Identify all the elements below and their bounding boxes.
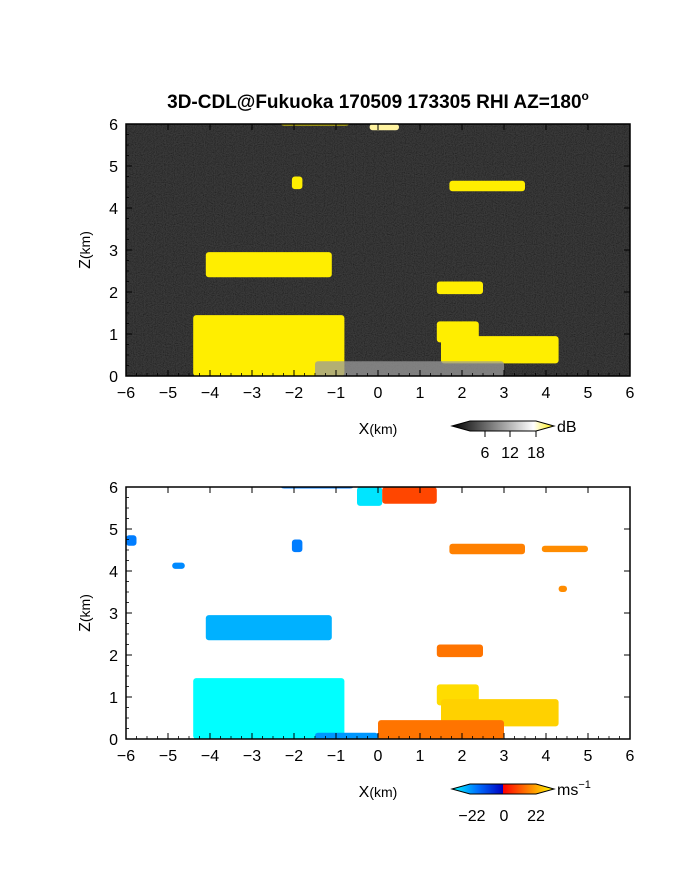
velocity-echo-surface-pos bbox=[378, 720, 504, 739]
velocity-x-label: X(km) bbox=[359, 784, 398, 801]
y-tick-label: 0 bbox=[109, 732, 118, 749]
y-tick-label: 6 bbox=[109, 480, 118, 497]
y-tick-label: 6 bbox=[109, 117, 118, 134]
velocity-colorbar: ms−1 −22 0 22 bbox=[450, 779, 591, 825]
velocity-echo-speck-3.6 bbox=[558, 585, 567, 592]
x-tick-label: 4 bbox=[542, 385, 551, 402]
y-tick-label: 3 bbox=[109, 606, 118, 623]
x-tick-label: −5 bbox=[159, 748, 177, 765]
velocity-echo-top-center-neg bbox=[357, 487, 383, 506]
x-tick-label: −2 bbox=[285, 385, 303, 402]
y-tick-label: 2 bbox=[109, 648, 118, 665]
velocity-panel: −6 −5 −4 −3 −2 −1 0 1 2 3 4 5 6 0 1 2 3 4 5 6 X(km) Z(km) m… bbox=[77, 480, 635, 825]
reflectivity-colorbar-tick-label: 18 bbox=[527, 445, 545, 462]
reflectivity-echo-surface-echo bbox=[315, 361, 504, 376]
y-tick-label: 2 bbox=[109, 285, 118, 302]
reflectivity-echo-layer-2.8 bbox=[205, 252, 332, 278]
reflectivity-echo-blob-near-m2 bbox=[291, 176, 303, 190]
x-tick-label: 4 bbox=[542, 748, 551, 765]
velocity-echo-speck-4.1 bbox=[172, 562, 185, 569]
velocity-echo-slant-left bbox=[193, 678, 345, 739]
x-tick-label: −3 bbox=[243, 385, 261, 402]
x-tick-label: 2 bbox=[458, 385, 467, 402]
chart-title: 3D-CDL@Fukuoka 170509 173305 RHI AZ=180o bbox=[167, 89, 589, 113]
velocity-colorbar-tick-label: −22 bbox=[458, 808, 485, 825]
velocity-colorbar-tick-label: 0 bbox=[500, 808, 509, 825]
x-tick-label: 1 bbox=[416, 748, 425, 765]
velocity-echo-layer-right-low bbox=[441, 699, 559, 727]
x-tick-label: −1 bbox=[327, 385, 345, 402]
x-tick-label: −5 bbox=[159, 385, 177, 402]
reflectivity-echo-patch-2.1 bbox=[436, 281, 483, 295]
y-tick-label: 0 bbox=[109, 369, 118, 386]
x-tick-label: −2 bbox=[285, 748, 303, 765]
x-tick-label: −4 bbox=[201, 748, 219, 765]
y-tick-label: 3 bbox=[109, 243, 118, 260]
reflectivity-colorbar-unit: dB bbox=[557, 419, 577, 436]
y-tick-label: 1 bbox=[109, 690, 118, 707]
x-tick-label: 1 bbox=[416, 385, 425, 402]
velocity-echo-surface-neg bbox=[315, 732, 378, 739]
reflectivity-echo-slant-left bbox=[193, 315, 345, 376]
velocity-y-label: Z(km) bbox=[77, 594, 94, 632]
velocity-colorbar-unit: ms−1 bbox=[557, 779, 591, 799]
reflectivity-colorbar-tick-label: 12 bbox=[501, 445, 519, 462]
reflectivity-y-label: Z(km) bbox=[77, 231, 94, 269]
x-tick-label: 6 bbox=[626, 385, 635, 402]
x-tick-label: 3 bbox=[500, 385, 509, 402]
velocity-echo-blob-near-m2 bbox=[291, 539, 303, 553]
reflectivity-echo-top-bright bbox=[369, 124, 399, 131]
x-tick-label: −4 bbox=[201, 385, 219, 402]
velocity-echo-top-center-pos bbox=[382, 487, 437, 504]
y-tick-label: 5 bbox=[109, 522, 118, 539]
reflectivity-colorbar-tick-label: 6 bbox=[481, 445, 490, 462]
velocity-colorbar-bar bbox=[450, 783, 556, 795]
x-tick-label: −6 bbox=[117, 748, 135, 765]
velocity-echo-edge-4.7 bbox=[126, 535, 137, 546]
x-tick-label: 6 bbox=[626, 748, 635, 765]
reflectivity-colorbar-bar bbox=[450, 420, 556, 432]
velocity-echo-layer-2.8 bbox=[205, 615, 332, 641]
reflectivity-echo-band-4.5-right bbox=[449, 180, 525, 192]
reflectivity-colorbar: dB 6 12 18 bbox=[450, 419, 577, 462]
reflectivity-echo-layer-right-low bbox=[441, 336, 559, 364]
x-tick-label: 0 bbox=[374, 385, 383, 402]
x-tick-label: 5 bbox=[584, 385, 593, 402]
velocity-colorbar-tick-label: 22 bbox=[527, 808, 545, 825]
velocity-echo-band-4.5-right bbox=[449, 543, 525, 555]
x-tick-label: 2 bbox=[458, 748, 467, 765]
reflectivity-x-label: X(km) bbox=[359, 421, 398, 438]
x-tick-label: −6 bbox=[117, 385, 135, 402]
x-tick-label: 3 bbox=[500, 748, 509, 765]
y-tick-label: 4 bbox=[109, 201, 118, 218]
velocity-echo-band-4.5-far bbox=[541, 545, 588, 553]
y-tick-label: 4 bbox=[109, 564, 118, 581]
y-tick-label: 1 bbox=[109, 327, 118, 344]
y-tick-label: 5 bbox=[109, 159, 118, 176]
x-tick-label: −1 bbox=[327, 748, 345, 765]
velocity-echo-patch-2.1 bbox=[436, 644, 483, 658]
x-tick-label: 5 bbox=[584, 748, 593, 765]
x-tick-label: 0 bbox=[374, 748, 383, 765]
x-tick-label: −3 bbox=[243, 748, 261, 765]
